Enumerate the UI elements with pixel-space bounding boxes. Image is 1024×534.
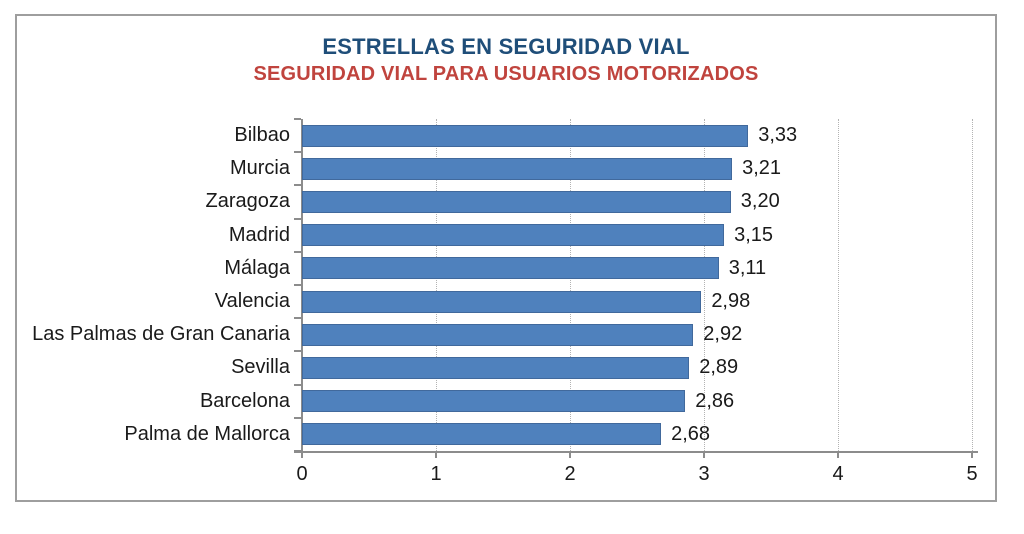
bar-value-label: 3,20: [740, 190, 780, 213]
y-axis-tick: [294, 184, 301, 187]
gridline-x-5: [972, 119, 973, 451]
y-axis-tick: [294, 217, 301, 220]
bar-value-label: 3,15: [734, 223, 774, 246]
y-axis-tick: [294, 250, 301, 253]
x-axis-tick-label: 1: [430, 463, 442, 485]
bar-murcia: [302, 157, 733, 180]
x-axis-tick-label: 3: [698, 463, 710, 485]
x-axis-tick-label: 0: [296, 463, 308, 485]
bar-las-palmas-de-gran-canaria: [302, 323, 694, 346]
category-label: Zaragoza: [205, 190, 291, 213]
bar-zaragoza: [302, 191, 731, 213]
y-axis-tick: [294, 118, 301, 120]
bar-value-label: 2,98: [711, 290, 751, 312]
x-axis-tick-label: 2: [564, 463, 576, 485]
category-label: Madrid: [228, 223, 290, 246]
category-label: Valencia: [214, 290, 290, 312]
bar-sevilla: [302, 357, 690, 379]
x-axis-tick: [301, 451, 303, 458]
y-axis-tick: [294, 450, 301, 452]
y-axis-tick: [294, 317, 301, 320]
x-axis-tick: [435, 451, 437, 458]
bar-valencia: [302, 290, 702, 313]
y-axis-tick: [294, 350, 301, 353]
bar-value-label: 3,21: [742, 157, 782, 180]
chart-frame: ESTRELLAS EN SEGURIDAD VIAL SEGURIDAD VI…: [15, 14, 997, 502]
category-label: Málaga: [224, 256, 290, 279]
gridline-x-3: [704, 119, 705, 451]
y-axis-line: [301, 119, 303, 451]
category-label: Barcelona: [199, 389, 290, 412]
y-axis-tick: [294, 284, 301, 286]
gridline-x-2: [570, 119, 571, 451]
category-label: Palma de Mallorca: [124, 422, 290, 445]
category-label: Sevilla: [231, 356, 290, 379]
x-axis-tick: [971, 451, 973, 458]
y-axis-tick: [294, 151, 301, 154]
bar-m-laga: [302, 257, 719, 280]
y-axis-tick: [294, 383, 301, 386]
bar-barcelona: [302, 390, 686, 413]
bar-value-label: 2,89: [699, 356, 739, 379]
bar-value-label: 3,33: [758, 124, 798, 146]
category-label: Bilbao: [234, 124, 290, 146]
x-axis-tick-label: 4: [832, 463, 844, 485]
bar-value-label: 2,68: [671, 422, 711, 445]
bar-value-label: 2,92: [703, 323, 743, 346]
x-axis-tick-label: 5: [966, 463, 978, 485]
bar-value-label: 3,11: [728, 256, 767, 279]
bar-value-label: 2,86: [695, 389, 735, 412]
plot-area: 3,33 3,21 3,20 3,15 3,11 2,98 2,92 2,89 2,86 2,68: [294, 119, 978, 453]
chart-title: ESTRELLAS EN SEGURIDAD VIAL: [322, 34, 690, 59]
y-axis-tick: [294, 416, 301, 419]
x-axis-tick: [703, 451, 705, 458]
gridline-x-4: [838, 119, 839, 451]
x-axis-line: [294, 451, 978, 453]
chart-subtitle: SEGURIDAD VIAL PARA USUARIOS MOTORIZADOS: [253, 63, 759, 85]
bar-madrid: [302, 224, 725, 247]
gridline-x-1: [436, 119, 437, 451]
category-label: Las Palmas de Gran Canaria: [32, 323, 290, 346]
x-axis-tick: [569, 451, 571, 458]
bar-palma-de-mallorca: [302, 423, 662, 446]
bar-bilbao: [302, 124, 749, 147]
x-axis-tick: [837, 451, 839, 458]
category-label: Murcia: [229, 157, 290, 180]
